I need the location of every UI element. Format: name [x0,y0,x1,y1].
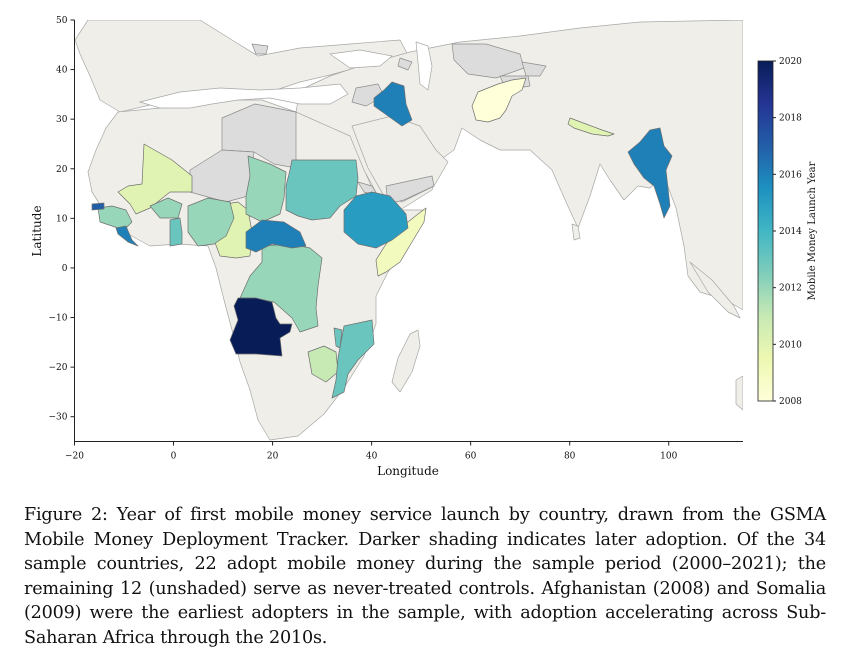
country-azerbaijan [397,57,413,71]
country-angola [229,297,293,357]
colorbar-tick-label: 2016 [779,170,802,180]
y-tick-label: 20 [56,165,68,175]
axes [74,20,743,442]
y-tick-label: −10 [49,314,68,324]
colorbar: 2020 2018 2016 2014 2012 2010 2008 Mobile Mone… [757,57,818,407]
x-tick-label: −20 [65,452,84,462]
country-dr-congo [239,243,323,333]
colorbar-ticks: 2020 2018 2016 2014 2012 2010 2008 [773,57,802,407]
country-iraq [373,81,413,127]
indonesia-landmass [735,375,743,411]
colorbar-tick-label: 2020 [779,57,802,67]
mediterranean [138,41,433,109]
mediterranean-sea [138,83,349,109]
madagascar-landmass [391,329,421,393]
x-tick-label: 80 [564,452,576,462]
sumatra-landmass [689,261,741,319]
y-tick-label: 40 [56,66,68,76]
x-tick-label: 20 [267,452,279,462]
colorbar-tick-label: 2014 [779,227,802,237]
colorbar-tick-label: 2012 [779,284,802,294]
map-panel [75,20,743,441]
y-tick-label: 10 [56,214,68,224]
caspian-sea [415,41,433,91]
y-ticks: 50 40 30 20 10 0 −10 −20 −30 [49,16,75,423]
y-tick-label: −20 [49,363,68,373]
colorbar-tick-label: 2018 [779,114,802,124]
country-ethiopia [343,191,409,249]
x-ticks: −20 0 20 40 60 80 100 [65,441,678,462]
black-sea [329,49,393,69]
country-chad [245,155,287,223]
x-tick-label: 60 [465,452,477,462]
x-tick-label: 40 [366,452,378,462]
y-tick-label: 0 [62,264,68,274]
country-kyrgyzstan [521,61,547,77]
country-burkina-faso [149,197,183,219]
x-tick-label: 0 [171,452,177,462]
colorbar-gradient [757,60,774,402]
y-tick-label: 30 [56,115,68,125]
country-mali [117,143,193,215]
country-mozambique [331,319,375,399]
country-nigeria [187,197,235,247]
country-ghana [169,217,183,247]
y-tick-label: −30 [49,413,68,423]
country-nepal [567,117,615,137]
adopter-countries [91,77,673,399]
sri-lanka-landmass [571,223,581,241]
y-axis-label: Latitude [30,205,44,256]
country-the-gambia [91,202,105,211]
never-treated-countries [189,43,547,205]
y-tick-label: 50 [56,16,68,26]
country-afghanistan [471,77,527,123]
country-guinea [97,205,133,231]
figure-caption: Figure 2: Year of first mobile money ser… [24,505,826,648]
country-bosnia [251,43,269,55]
x-axis-label: Longitude [377,464,439,478]
country-sudan [285,159,359,221]
colorbar-label: Mobile Money Launch Year [807,161,818,300]
colorbar-tick-label: 2008 [779,397,802,407]
country-turkmenistan [451,43,525,79]
country-myanmar [627,127,673,219]
country-central-african-republic [245,219,307,253]
colorbar-tick-label: 2010 [779,340,802,350]
x-tick-label: 100 [660,452,677,462]
country-liberia [115,225,139,247]
